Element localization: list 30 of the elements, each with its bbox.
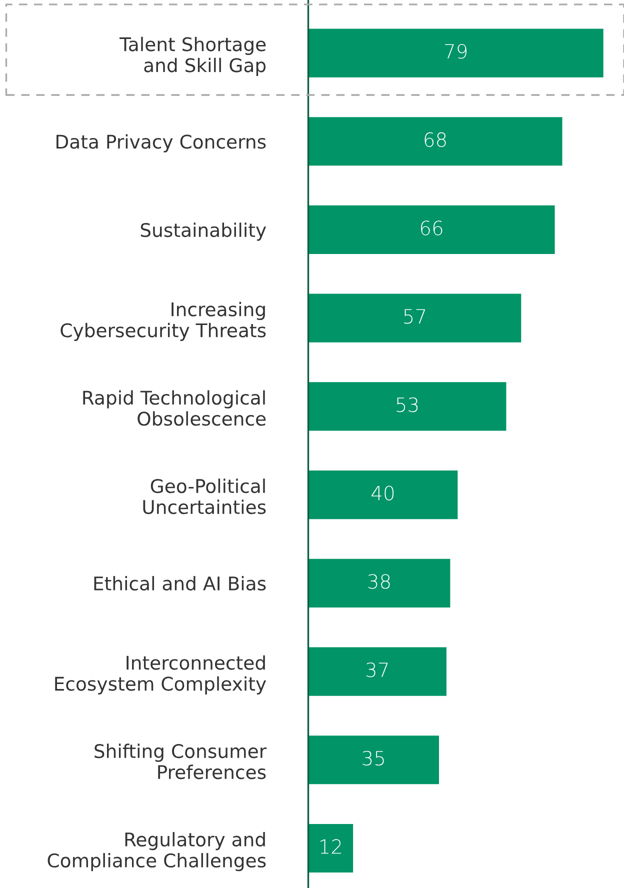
- y-tick-label: Regulatory and Compliance Challenges: [48, 832, 266, 872]
- bar: [308, 736, 439, 784]
- bar: [308, 28, 604, 78]
- data-label: 53: [396, 397, 418, 412]
- y-tick-label: Geo-Political Uncertainties: [143, 478, 266, 514]
- data-label: 68: [424, 132, 446, 148]
- bar: [308, 205, 555, 254]
- y-tick-label: Talent Shortage and Skill Gap: [120, 36, 266, 76]
- y-tick-label: Shifting Consumer Preferences: [94, 744, 267, 780]
- data-label: 79: [445, 44, 466, 59]
- y-tick-label: Sustainability: [140, 222, 266, 241]
- data-label: 37: [366, 662, 388, 678]
- data-label: 66: [421, 220, 442, 236]
- bar: [308, 117, 562, 166]
- bar: [308, 294, 522, 342]
- y-tick-label: Interconnected Ecosystem Complexity: [55, 655, 266, 694]
- y-tick-label: Rapid Technological Obsolescence: [83, 390, 266, 426]
- bar: [308, 647, 446, 696]
- y-tick-label: Ethical and AI Bias: [94, 576, 266, 591]
- y-tick-label: Data Privacy Concerns: [56, 134, 266, 152]
- data-label: 38: [368, 574, 390, 589]
- data-label: 12: [320, 839, 342, 854]
- data-label: 35: [362, 750, 384, 766]
- y-tick-label: Increasing Cybersecurity Threats: [60, 302, 266, 342]
- bar: [308, 470, 458, 520]
- bar: [308, 382, 506, 431]
- bar: [308, 558, 450, 608]
- data-label: 57: [404, 309, 425, 324]
- data-label: 40: [372, 486, 394, 500]
- bar: [308, 824, 354, 873]
